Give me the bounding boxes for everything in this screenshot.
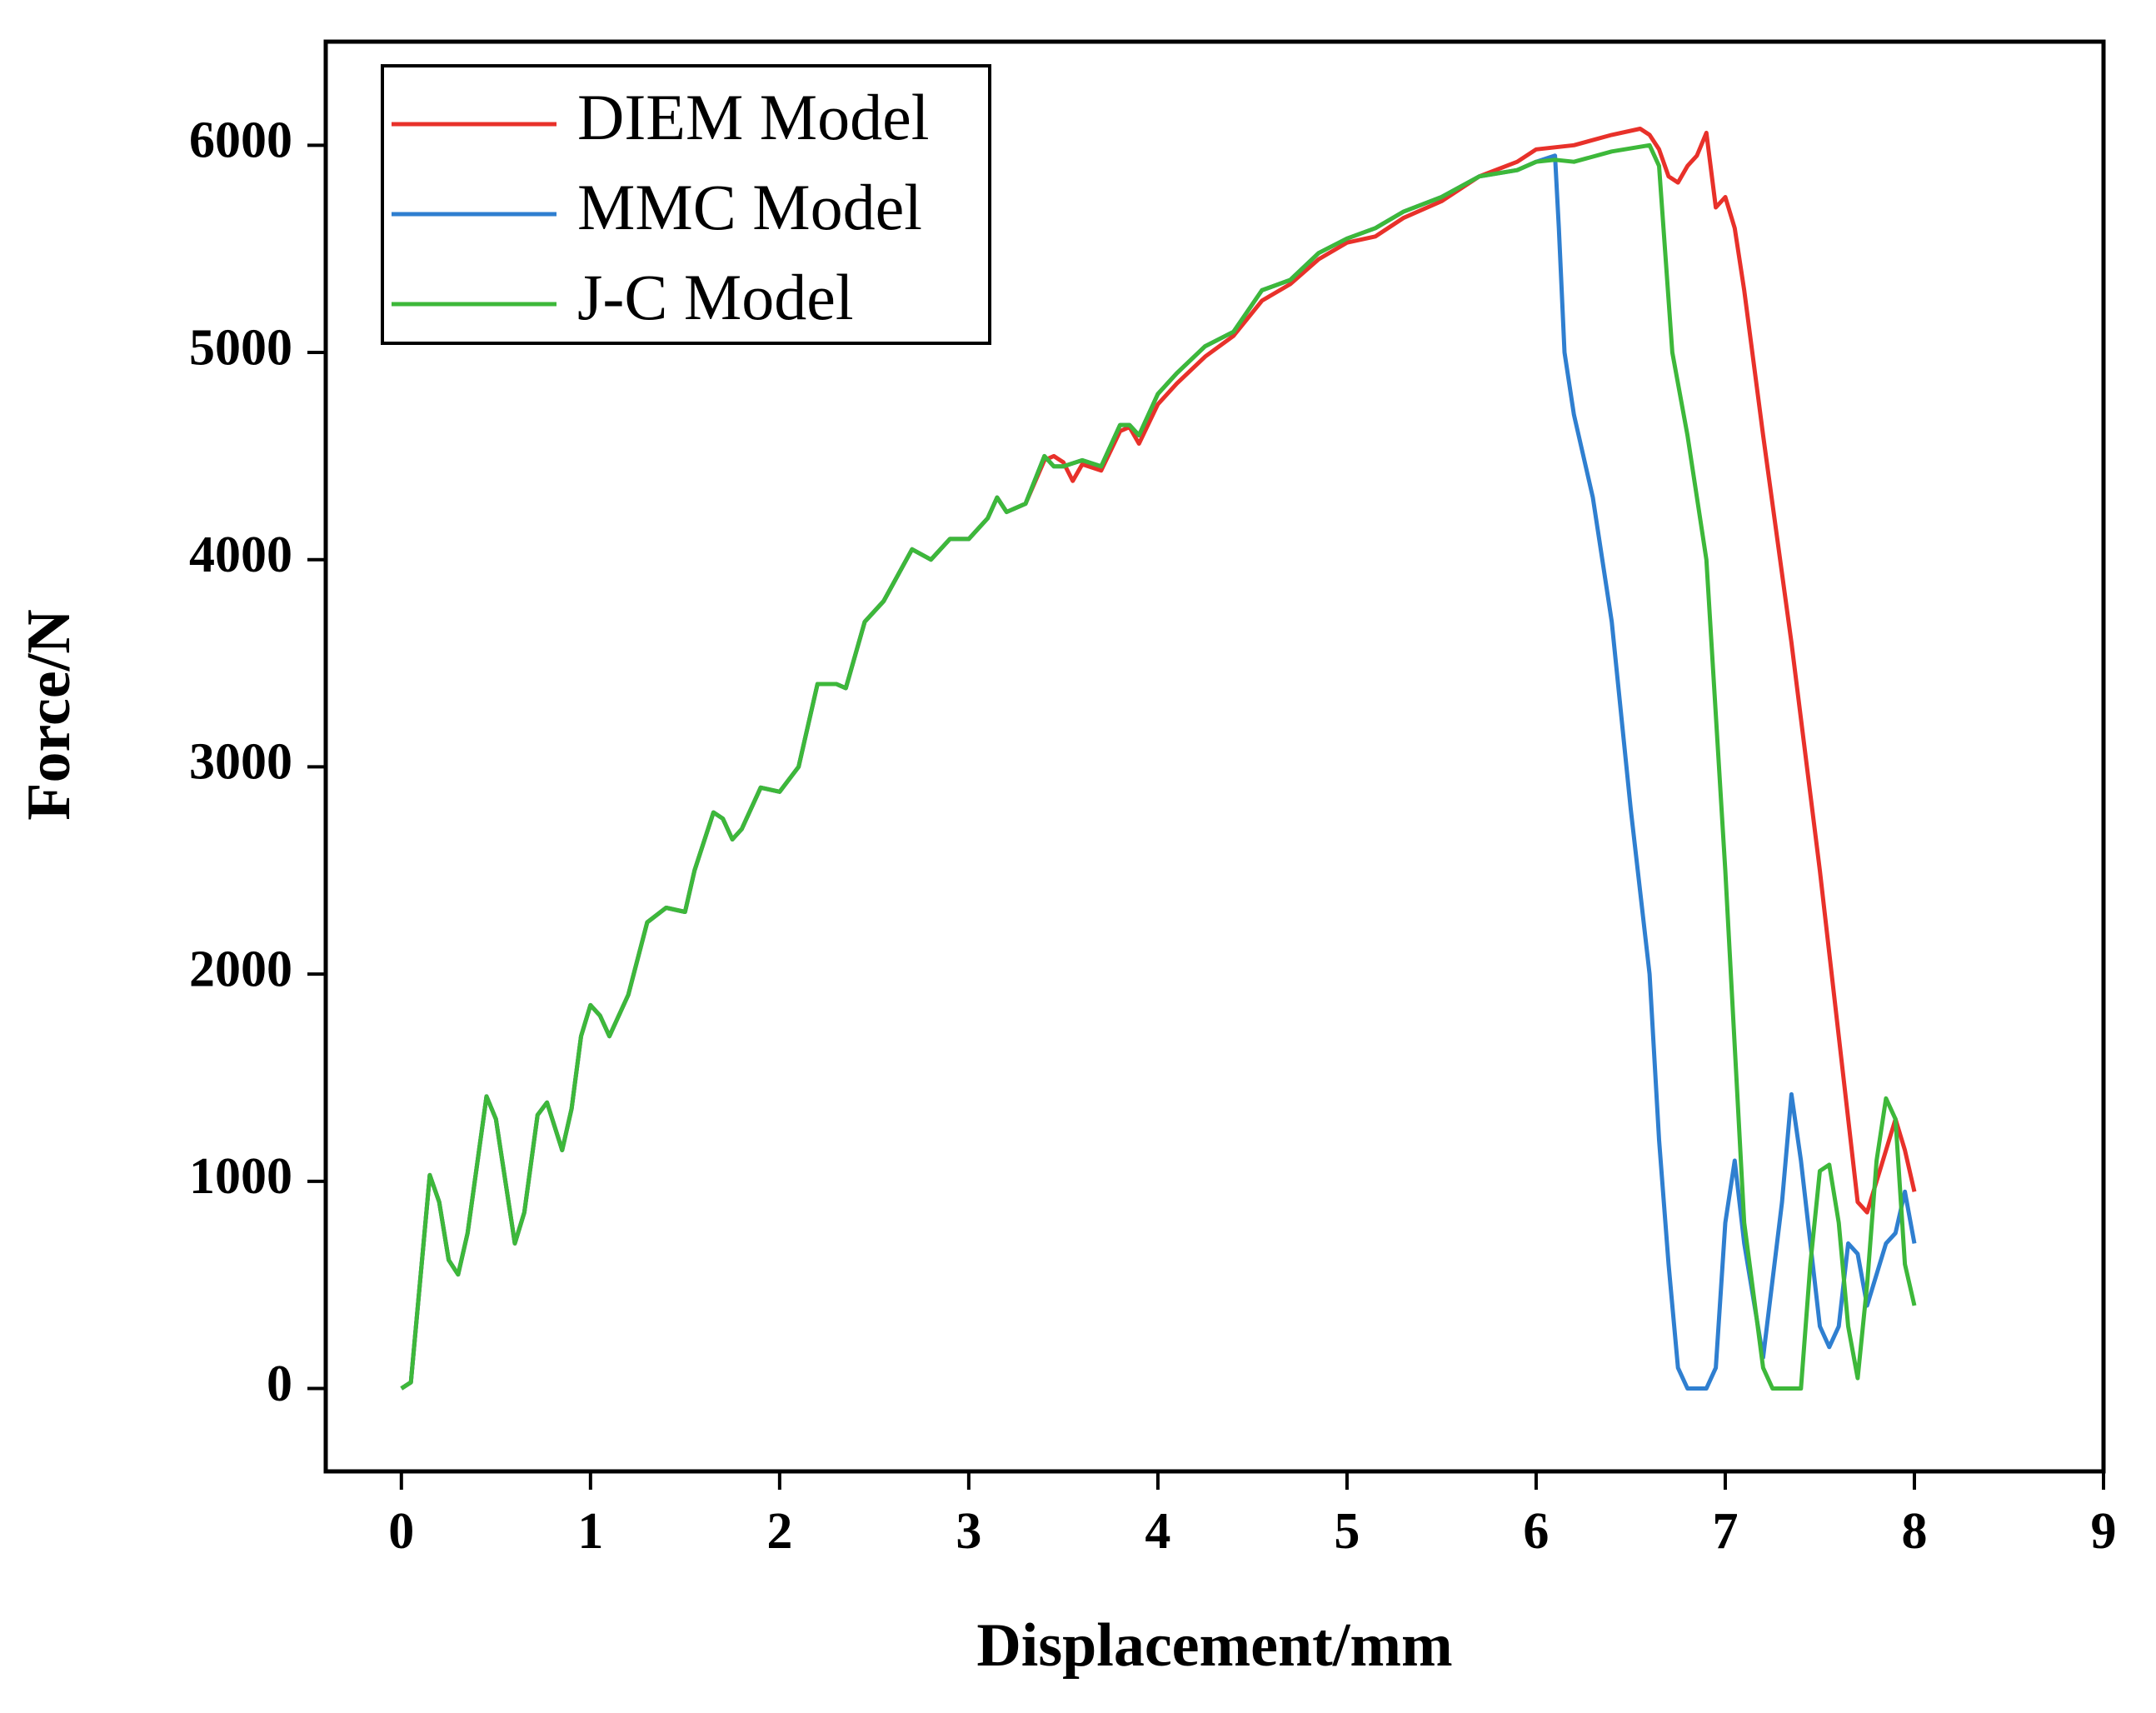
y-tick-label: 1000 (189, 1148, 292, 1205)
series-line (400, 142, 1917, 1391)
y-tick-label: 0 (267, 1356, 292, 1412)
y-tick-label: 5000 (189, 319, 292, 376)
x-tick-label: 8 (1901, 1503, 1927, 1560)
legend-label: MMC Model (577, 171, 922, 243)
x-tick-label: 1 (577, 1503, 603, 1560)
plot-frame (323, 39, 2106, 1474)
x-tick-label: 5 (1334, 1503, 1360, 1560)
x-tick-label: 4 (1145, 1503, 1170, 1560)
legend-label: DIEM Model (577, 81, 929, 153)
y-tick-label: 4000 (189, 527, 292, 583)
x-tick-label: 9 (2091, 1503, 2117, 1560)
x-tick-label: 2 (766, 1503, 792, 1560)
x-tick-label: 3 (956, 1503, 981, 1560)
x-tick-label: 6 (1523, 1503, 1549, 1560)
y-tick-label: 2000 (189, 941, 292, 997)
y-axis-label: Force/N (15, 609, 83, 820)
x-tick-label: 0 (388, 1503, 414, 1560)
legend-box (381, 64, 991, 345)
legend-label: J-C Model (577, 261, 854, 333)
y-tick-label: 3000 (189, 734, 292, 791)
x-tick-label: 7 (1712, 1503, 1738, 1560)
x-axis-label: Displacement/mm (976, 1611, 1452, 1680)
y-tick-label: 6000 (189, 112, 292, 169)
